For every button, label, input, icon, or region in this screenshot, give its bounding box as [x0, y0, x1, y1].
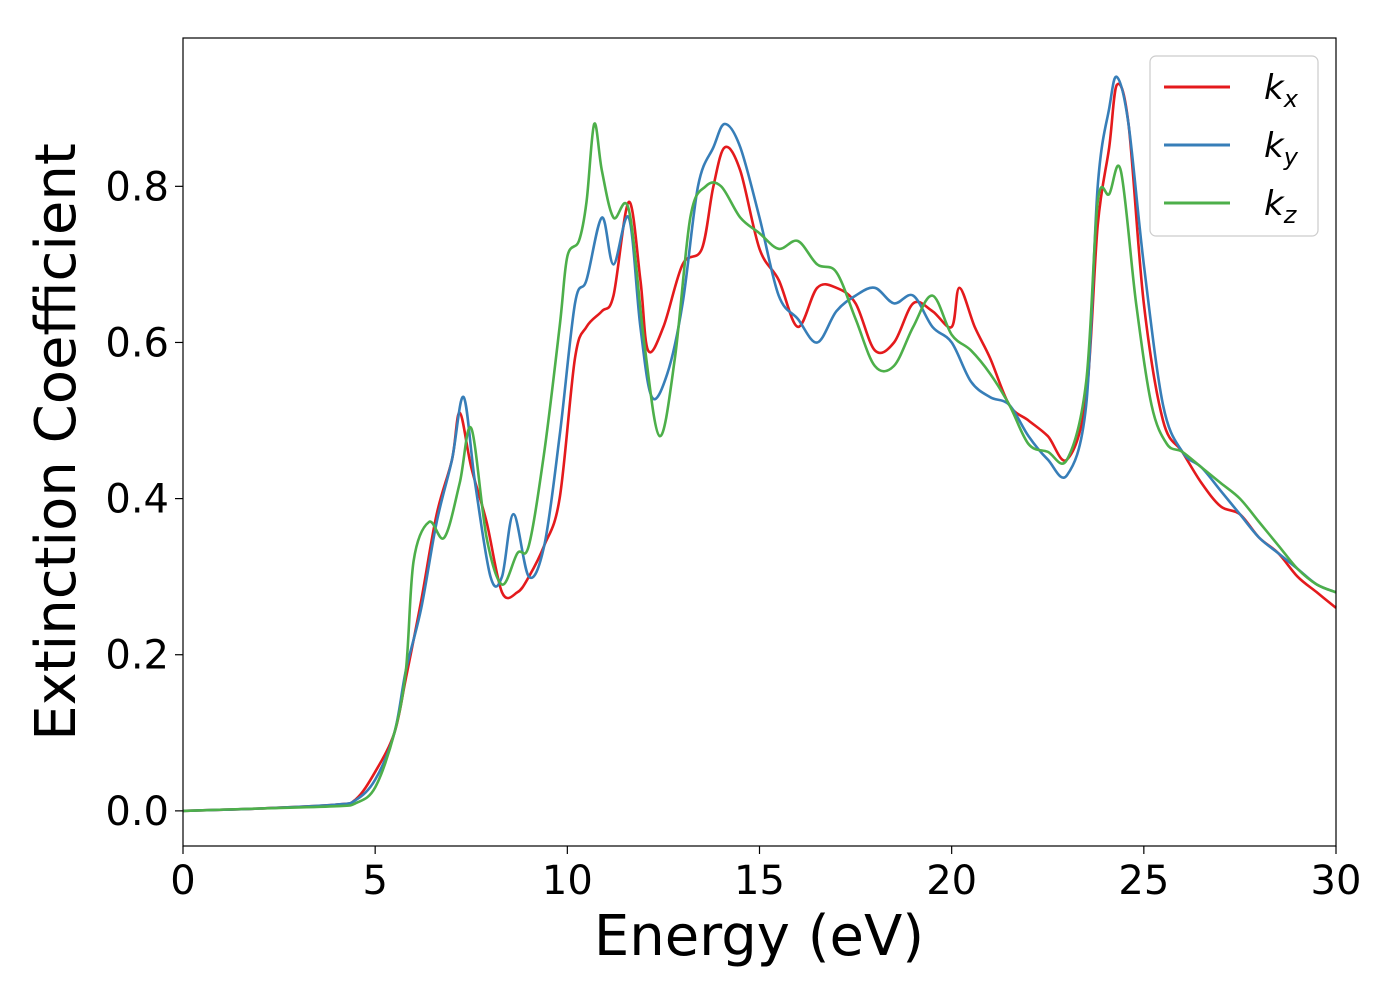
legend-label-subscript: y [1283, 143, 1299, 171]
legend-label-y: ky [1264, 126, 1299, 171]
series-line-z [182, 122, 1337, 813]
y-tick-label: 0.6 [105, 320, 169, 366]
x-axis-title: Energy (eV) [594, 904, 924, 969]
y-tick-label: 0.2 [105, 633, 169, 679]
x-tick-label: 15 [734, 858, 785, 904]
y-axis-ticks: 0.0 0.2 0.4 0.6 0.8 [105, 164, 183, 835]
series-layer [182, 75, 1337, 813]
x-tick-label: 30 [1311, 858, 1362, 904]
legend-label-z: kz [1264, 184, 1298, 229]
y-tick-label: 0.8 [105, 164, 169, 210]
x-tick-label: 25 [1118, 858, 1169, 904]
y-tick-label: 0.4 [105, 477, 169, 523]
legend-label-base: k [1264, 126, 1285, 166]
x-tick-label: 10 [542, 858, 593, 904]
series-line-x [182, 82, 1337, 813]
y-tick-label: 0.0 [105, 789, 169, 835]
x-axis-ticks: 0 5 10 15 20 25 30 [170, 846, 1361, 904]
x-tick-label: 20 [926, 858, 977, 904]
y-axis-title: Extinction Coefficient [24, 143, 89, 741]
series-line-y [182, 75, 1337, 813]
legend-label-base: k [1264, 68, 1285, 108]
legend-box [1149, 55, 1319, 237]
x-tick-label: 0 [170, 858, 195, 904]
legend-label-subscript: x [1283, 85, 1299, 113]
x-tick-label: 5 [362, 858, 387, 904]
legend-label-base: k [1264, 184, 1285, 224]
legend-label-subscript: z [1283, 201, 1298, 229]
legend-label-x: kx [1264, 68, 1299, 113]
